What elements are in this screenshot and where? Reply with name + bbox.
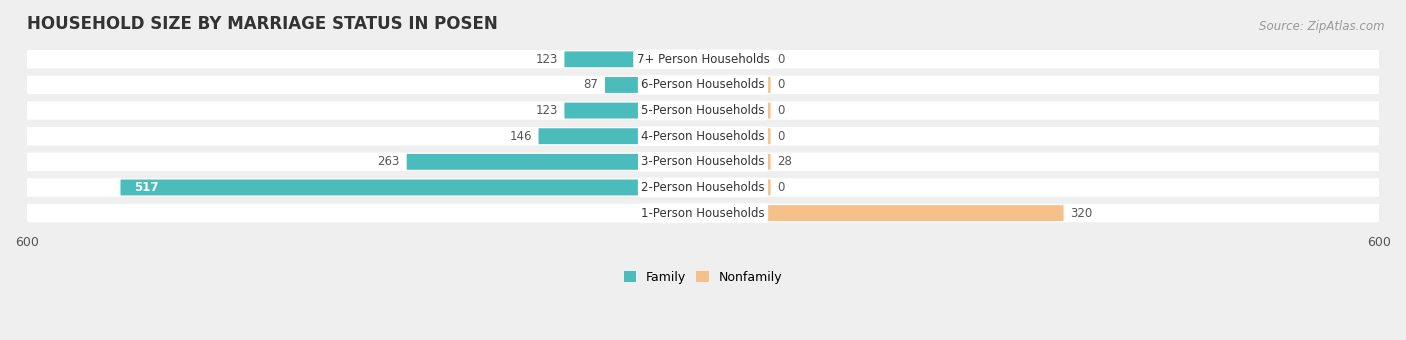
FancyBboxPatch shape	[406, 154, 703, 170]
Text: 146: 146	[509, 130, 531, 143]
FancyBboxPatch shape	[703, 205, 1063, 221]
FancyBboxPatch shape	[27, 204, 1379, 222]
Text: 0: 0	[778, 104, 785, 117]
FancyBboxPatch shape	[538, 128, 703, 144]
Text: 28: 28	[778, 155, 792, 168]
Text: 0: 0	[778, 53, 785, 66]
FancyBboxPatch shape	[27, 76, 1379, 94]
Legend: Family, Nonfamily: Family, Nonfamily	[624, 271, 782, 284]
Text: 517: 517	[134, 181, 159, 194]
FancyBboxPatch shape	[27, 178, 1379, 197]
FancyBboxPatch shape	[27, 153, 1379, 171]
Text: HOUSEHOLD SIZE BY MARRIAGE STATUS IN POSEN: HOUSEHOLD SIZE BY MARRIAGE STATUS IN POS…	[27, 15, 498, 33]
Text: 123: 123	[536, 104, 558, 117]
Text: 5-Person Households: 5-Person Households	[641, 104, 765, 117]
FancyBboxPatch shape	[121, 180, 703, 196]
Text: 0: 0	[778, 181, 785, 194]
Text: 3-Person Households: 3-Person Households	[641, 155, 765, 168]
Text: 4-Person Households: 4-Person Households	[641, 130, 765, 143]
Text: 0: 0	[778, 130, 785, 143]
FancyBboxPatch shape	[27, 50, 1379, 69]
FancyBboxPatch shape	[605, 77, 703, 93]
Text: 0: 0	[778, 79, 785, 91]
FancyBboxPatch shape	[27, 127, 1379, 146]
Text: 123: 123	[536, 53, 558, 66]
FancyBboxPatch shape	[27, 101, 1379, 120]
FancyBboxPatch shape	[703, 77, 770, 93]
FancyBboxPatch shape	[703, 128, 770, 144]
FancyBboxPatch shape	[564, 51, 703, 67]
Text: 320: 320	[1070, 207, 1092, 220]
Text: 263: 263	[378, 155, 399, 168]
FancyBboxPatch shape	[703, 154, 770, 170]
Text: 2-Person Households: 2-Person Households	[641, 181, 765, 194]
Text: 87: 87	[583, 79, 598, 91]
Text: 6-Person Households: 6-Person Households	[641, 79, 765, 91]
Text: Source: ZipAtlas.com: Source: ZipAtlas.com	[1260, 20, 1385, 33]
FancyBboxPatch shape	[703, 103, 770, 119]
FancyBboxPatch shape	[703, 51, 770, 67]
FancyBboxPatch shape	[564, 103, 703, 119]
FancyBboxPatch shape	[703, 180, 770, 196]
Text: 1-Person Households: 1-Person Households	[641, 207, 765, 220]
Text: 7+ Person Households: 7+ Person Households	[637, 53, 769, 66]
